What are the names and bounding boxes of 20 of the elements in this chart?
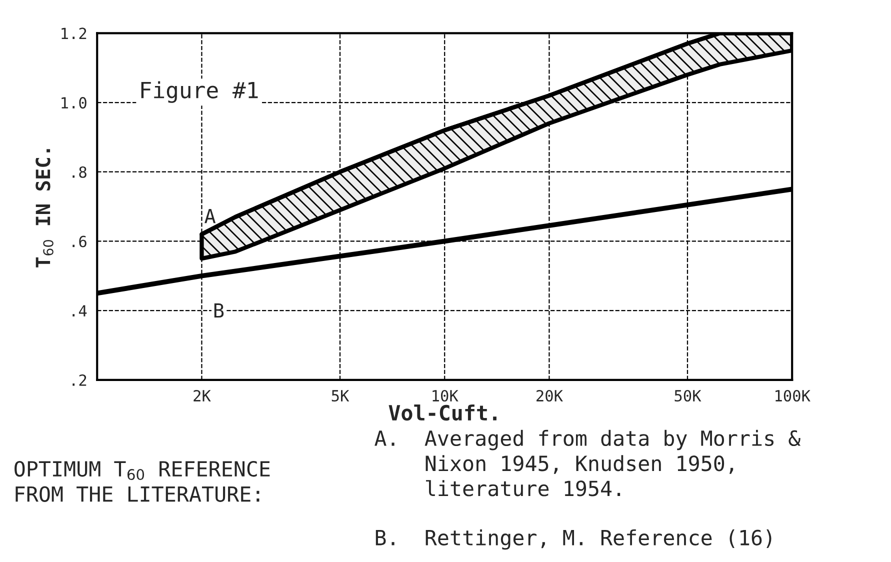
x-tick-label: 10K (432, 390, 458, 402)
y-tick-label: .4 (72, 305, 87, 316)
text: A. Averaged from data by Morris & Nixon 1945, Knudsen 1950, literature 1954. (374, 430, 801, 496)
series-label: B (214, 303, 224, 318)
y-tick-label: 1.2 (62, 28, 86, 40)
text: B. Rettinger, M. Reference (16) (376, 529, 772, 550)
annotation: Figure #1 (141, 81, 258, 103)
series-label: A (204, 208, 216, 224)
x-tick-label: 20K (536, 390, 563, 402)
x-tick-label: 2K (194, 390, 211, 402)
y-tick-label: 1.0 (62, 97, 86, 109)
x-axis-title: Vol-Cuft. (388, 404, 496, 421)
y-tick-label: .6 (72, 236, 86, 248)
x-tick-label: 5K (332, 390, 350, 402)
x-tick-label: 100K (776, 390, 810, 402)
text: OPTIMUM T$_{60}$ REFERENCE FROM THE LITERATURE: (14, 460, 270, 502)
x-tick-label: 50K (674, 390, 702, 402)
y-tick-label: .2 (72, 374, 86, 386)
y-axis-title: T$_{60}$ IN SEC. (36, 149, 54, 268)
y-tick-label: .8 (72, 166, 86, 178)
